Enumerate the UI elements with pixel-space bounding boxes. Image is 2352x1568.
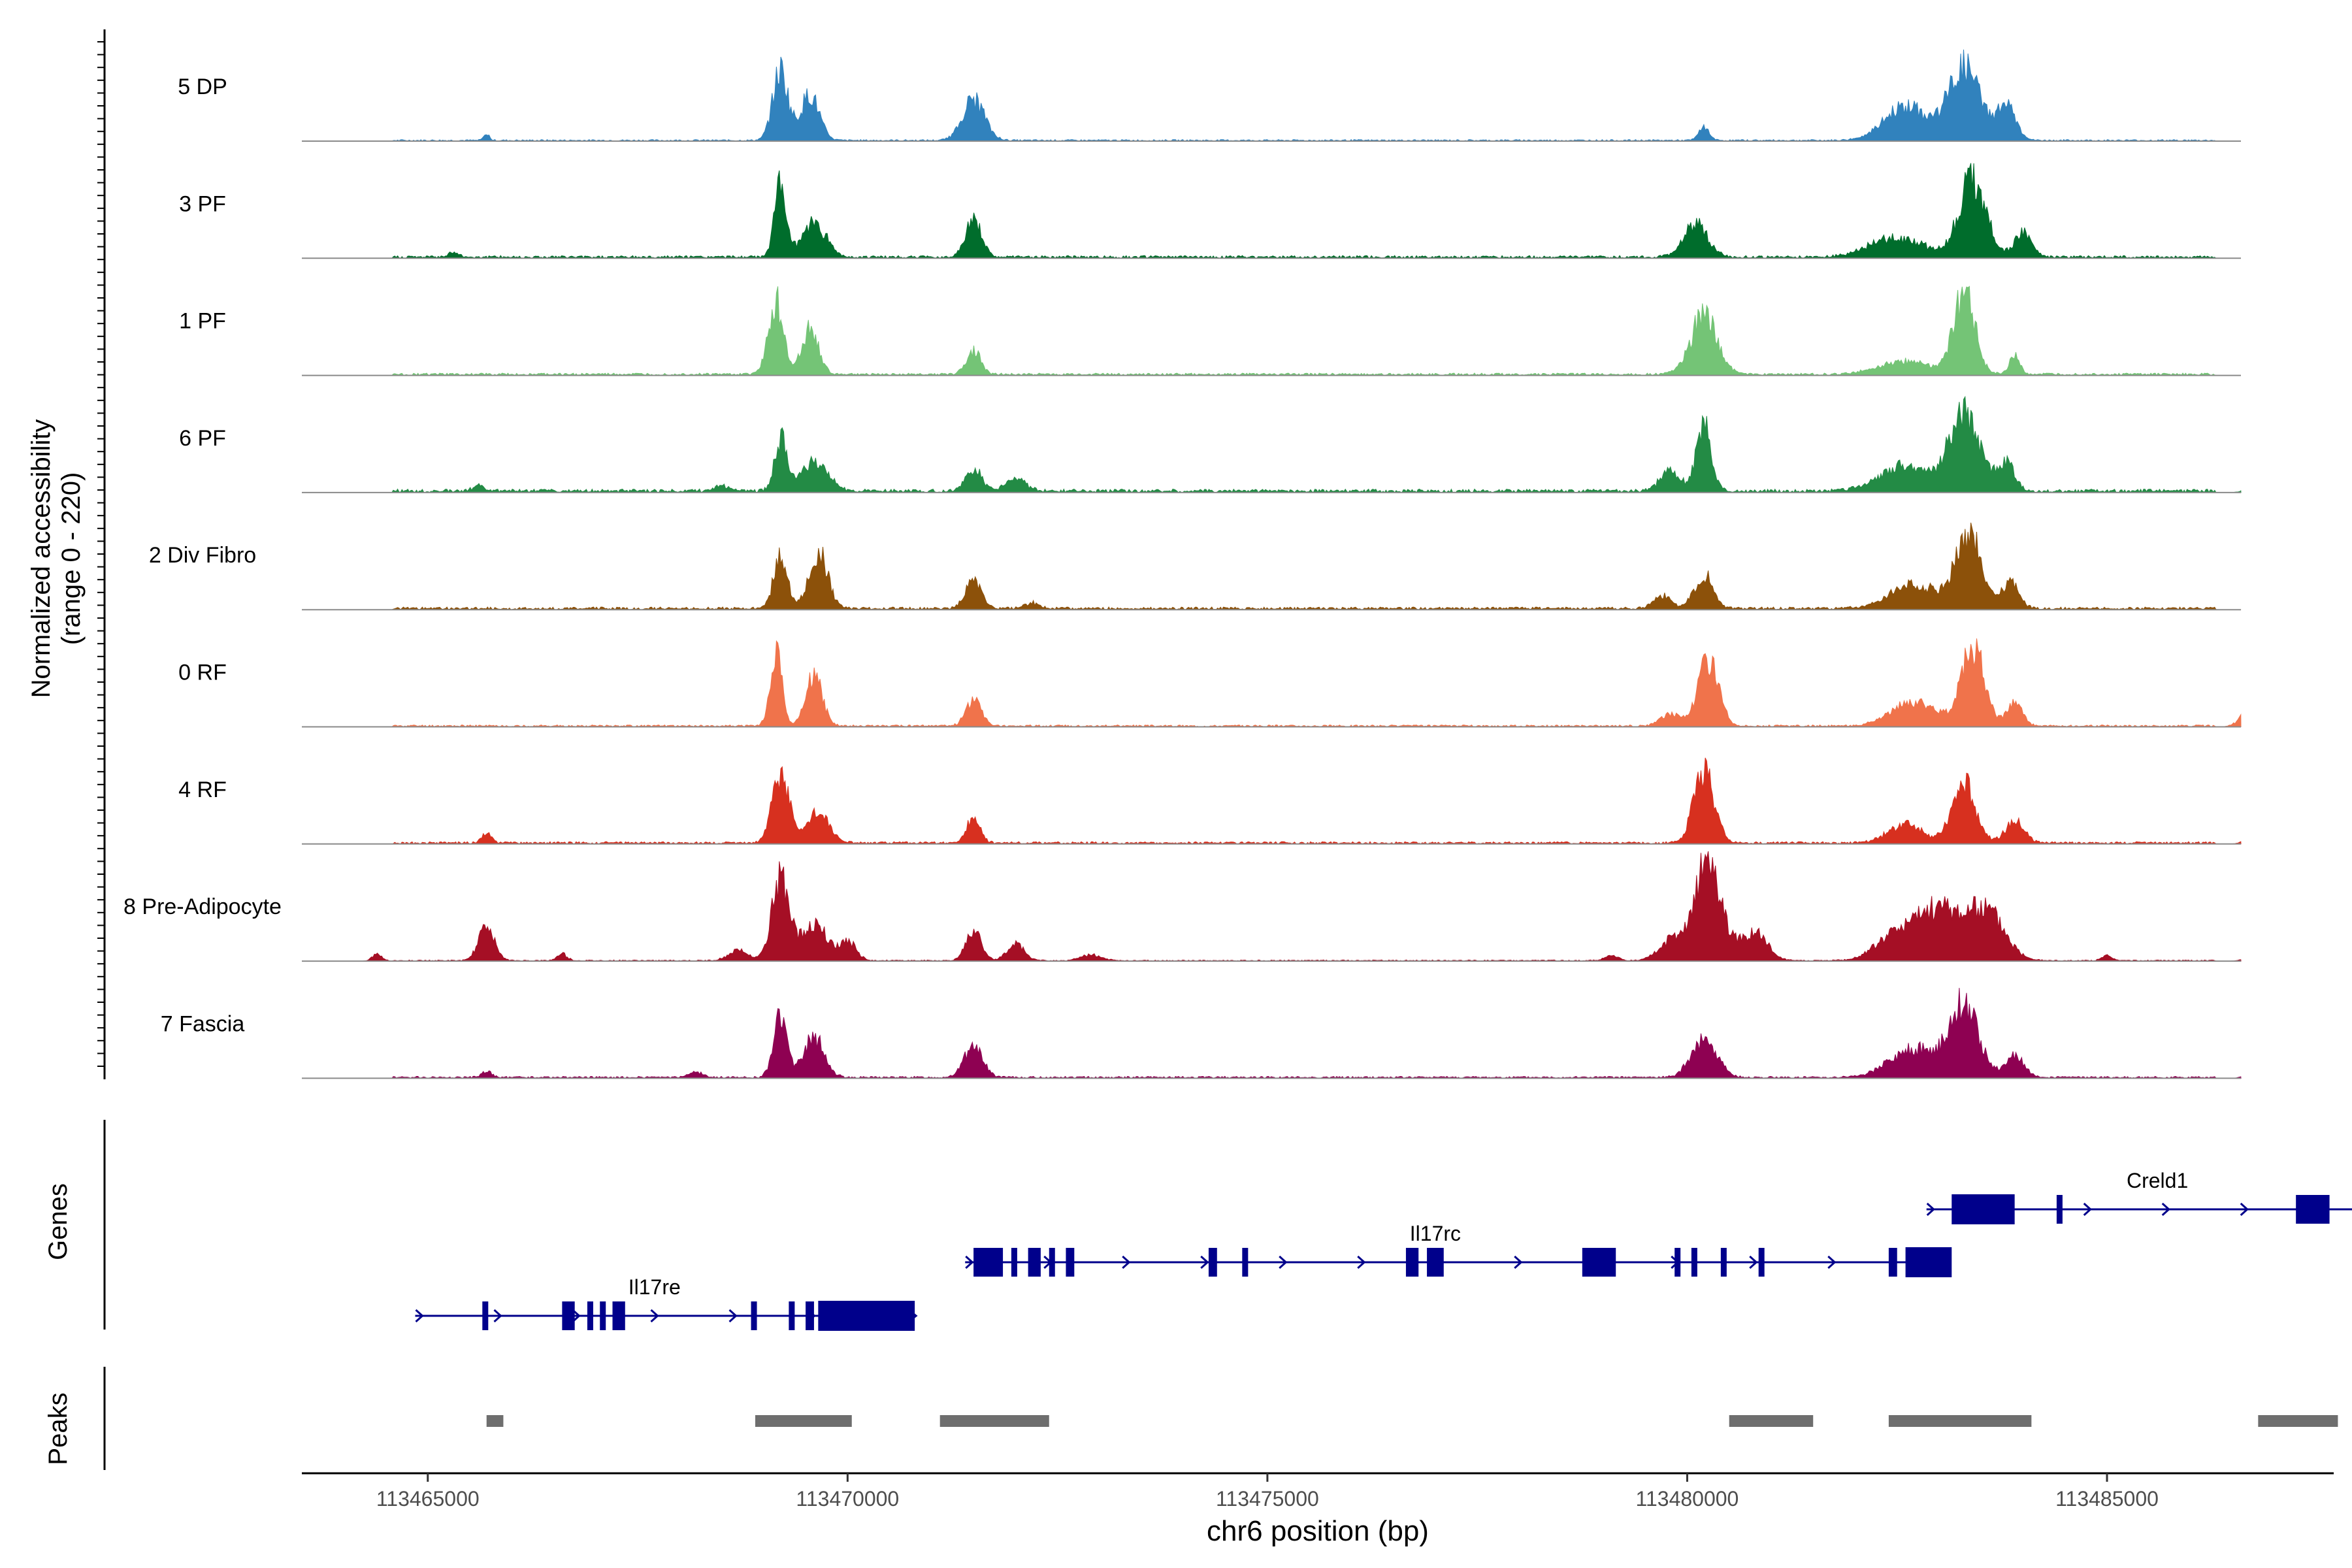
x-tick-label: 113475000 (1216, 1487, 1319, 1511)
strand-arrow (493, 1309, 502, 1323)
strand-arrow (2240, 1202, 2249, 1217)
x-tick-label: 113465000 (376, 1487, 480, 1511)
track-label-7-fascia: 7 Fascia (161, 1011, 245, 1036)
strand-arrow (1926, 1202, 1935, 1217)
exon-il17rc (1405, 1248, 1419, 1277)
coverage-area-6-pf (302, 395, 2242, 493)
coverage-area-3-pf (302, 163, 2241, 259)
coverage-area-5-dp (302, 49, 2241, 142)
strand-arrow (1200, 1255, 1209, 1269)
strand-arrow (1122, 1255, 1131, 1269)
coverage-area-0-rf (302, 638, 2242, 728)
exon-il17rc (1582, 1248, 1616, 1277)
exon-il17re (600, 1301, 606, 1330)
strand-arrow (1357, 1255, 1366, 1269)
strand-arrow (1749, 1255, 1758, 1269)
exon-il17rc (1049, 1248, 1055, 1277)
x-axis: 113465000 113470000 113475000 113480000 1134… (302, 1472, 2334, 1511)
exon-il17rc (1066, 1248, 1075, 1277)
exon-il17re (789, 1301, 795, 1330)
strand-arrow (1514, 1255, 1523, 1269)
exon-il17re (612, 1301, 625, 1330)
peak-region (1729, 1415, 1814, 1427)
track-label-6-pf: 6 PF (179, 426, 226, 451)
y-axis-label: Normalized accessibility(range 0 - 220) (27, 419, 86, 698)
exon-il17re (806, 1301, 814, 1330)
gene-il17rc: Il17rc (965, 1222, 1952, 1277)
x-axis-title: chr6 position (bp) (1207, 1515, 1429, 1547)
exon-il17re (562, 1301, 575, 1330)
exon-il17rc (1208, 1248, 1217, 1277)
x-tick-label: 113485000 (2055, 1487, 2159, 1511)
strand-arrow (2083, 1202, 2092, 1217)
peaks-track-label: Peaks (44, 1392, 73, 1465)
exon-il17rc (1427, 1248, 1444, 1277)
gene-label-il17re: Il17re (629, 1275, 681, 1299)
coverage-area-4-rf (302, 757, 2242, 845)
peak-region (1888, 1415, 2032, 1427)
peak-region (486, 1415, 504, 1427)
strand-arrow (728, 1309, 738, 1323)
exon-creld1 (1952, 1194, 2015, 1224)
coverage-tracks (302, 49, 2242, 1079)
exon-il17rc (1888, 1248, 1897, 1277)
track-label-3-pf: 3 PF (179, 191, 226, 216)
exon-il17re (818, 1301, 915, 1331)
track-labels: 5 DP 3 PF 1 PF 6 PF 2 Div Fibro 0 RF 4 RF 8 Pre… (123, 74, 282, 1036)
track-label-8-pre-adipocyte: 8 Pre-Adipocyte (123, 894, 282, 919)
exon-il17rc (1028, 1248, 1041, 1277)
track-label-1-pf: 1 PF (179, 309, 226, 334)
coverage-area-7-fascia (302, 988, 2242, 1079)
track-label-0-rf: 0 RF (178, 661, 227, 685)
exon-il17rc (1242, 1248, 1249, 1277)
exon-il17rc (1691, 1248, 1697, 1277)
strand-arrow (965, 1255, 974, 1269)
gene-annotation-track: Il17re Il17rc Creld1 (415, 1169, 2352, 1331)
x-tick-label: 113480000 (1636, 1487, 1739, 1511)
exon-creld1 (2056, 1195, 2063, 1224)
exon-il17rc (1905, 1247, 1952, 1277)
exon-il17re (482, 1301, 489, 1330)
strand-arrow (1279, 1255, 1288, 1269)
strand-arrow (1827, 1255, 1837, 1269)
exon-il17rc (1674, 1248, 1681, 1277)
track-label-5-dp: 5 DP (178, 74, 227, 99)
exon-creld1 (2296, 1195, 2330, 1224)
exon-il17rc (1720, 1248, 1727, 1277)
strand-arrow (2161, 1202, 2170, 1217)
x-tick-label: 113470000 (796, 1487, 899, 1511)
peaks-track (486, 1415, 2338, 1427)
gene-creld1: Creld1 (1926, 1169, 2352, 1224)
coverage-area-1-pf (302, 286, 2241, 376)
exon-il17rc (973, 1248, 1004, 1277)
strand-arrow (572, 1309, 581, 1323)
peak-region (939, 1415, 1049, 1427)
exon-il17re (587, 1301, 593, 1330)
exon-il17rc (1011, 1248, 1017, 1277)
strand-arrow (415, 1309, 424, 1323)
track-label-4-rf: 4 RF (178, 777, 227, 802)
genes-track-label: Genes (44, 1183, 73, 1260)
peak-region (755, 1415, 852, 1427)
coverage-area-2-div-fibro (302, 522, 2242, 611)
exon-il17rc (1758, 1248, 1765, 1277)
track-label-2-div-fibro: 2 Div Fibro (149, 543, 256, 568)
exon-il17re (751, 1301, 757, 1330)
peak-region (2258, 1415, 2338, 1427)
strand-arrow (650, 1309, 659, 1323)
gene-label-il17rc: Il17rc (1410, 1222, 1461, 1245)
gene-il17re: Il17re (415, 1275, 918, 1331)
left-axes (97, 29, 106, 1470)
gene-label-creld1: Creld1 (2127, 1169, 2188, 1192)
coverage-area-8-pre-adipocyte (302, 851, 2242, 962)
